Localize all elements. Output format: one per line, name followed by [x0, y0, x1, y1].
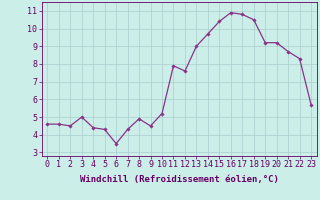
- X-axis label: Windchill (Refroidissement éolien,°C): Windchill (Refroidissement éolien,°C): [80, 175, 279, 184]
